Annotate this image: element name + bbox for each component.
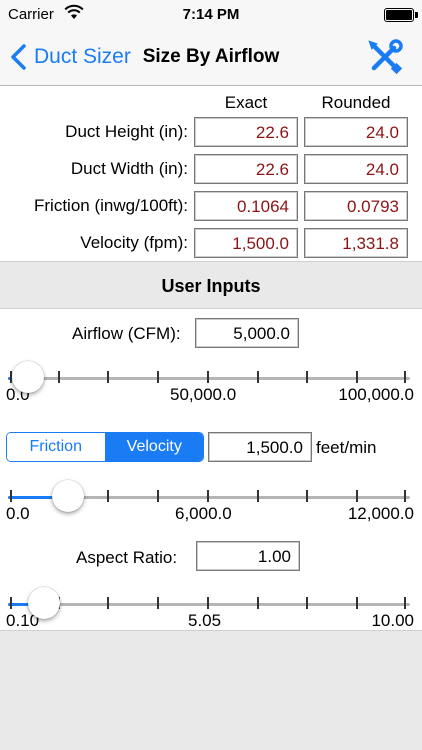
segment-friction[interactable]: Friction bbox=[7, 433, 106, 461]
slider-fill bbox=[8, 603, 45, 606]
carrier-label: Carrier bbox=[8, 6, 54, 23]
results-panel: Exact Rounded Duct Height (in): 22.6 24.… bbox=[0, 87, 422, 261]
slider-max-label: 100,000.0 bbox=[338, 385, 414, 404]
duct-width-exact: 22.6 bbox=[194, 154, 298, 184]
segment-velocity[interactable]: Velocity bbox=[105, 433, 203, 461]
aspect-ratio-slider[interactable]: 0.10 5.05 10.00 bbox=[0, 581, 422, 631]
duct-height-label: Duct Height (in): bbox=[65, 122, 188, 141]
friction-exact: 0.1064 bbox=[194, 191, 298, 221]
airflow-slider[interactable]: 0.0 50,000.0 100,000.0 bbox=[0, 355, 422, 405]
mode-segmented-control[interactable]: Friction Velocity bbox=[6, 432, 204, 462]
friction-rounded: 0.0793 bbox=[304, 191, 408, 221]
navigation-bar: Duct Sizer Size By Airflow bbox=[0, 30, 422, 86]
slider-max-label: 12,000.0 bbox=[347, 504, 414, 523]
status-bar: Carrier 7:14 PM bbox=[0, 0, 422, 30]
user-inputs-header: User Inputs bbox=[0, 261, 422, 309]
slider-min-label: 0.10 bbox=[6, 611, 40, 630]
column-header-rounded: Rounded bbox=[321, 93, 391, 112]
chevron-left-icon bbox=[11, 44, 26, 70]
section-title: User Inputs bbox=[161, 276, 261, 296]
wifi-icon bbox=[64, 4, 84, 25]
slider-max-label: 10.00 bbox=[371, 611, 414, 630]
airflow-input[interactable]: 5,000.0 bbox=[195, 318, 299, 348]
tools-icon[interactable] bbox=[366, 38, 404, 76]
mode-slider[interactable]: 0.0 6,000.0 12,000.0 bbox=[0, 474, 422, 524]
duct-height-rounded: 24.0 bbox=[304, 117, 408, 147]
slider-min-label: 0.0 bbox=[6, 504, 30, 523]
friction-label: Friction (inwg/100ft): bbox=[34, 196, 188, 215]
slider-thumb[interactable] bbox=[28, 587, 61, 619]
back-label: Duct Sizer bbox=[34, 45, 131, 68]
velocity-rounded: 1,331.8 bbox=[304, 228, 408, 258]
duct-width-label: Duct Width (in): bbox=[70, 159, 188, 178]
slider-mid-label: 5.05 bbox=[188, 611, 222, 630]
airflow-label: Airflow (CFM): bbox=[72, 324, 181, 343]
bottom-background bbox=[0, 630, 422, 750]
slider-mid-label: 6,000.0 bbox=[175, 504, 232, 523]
duct-height-exact: 22.6 bbox=[194, 117, 298, 147]
velocity-exact: 1,500.0 bbox=[194, 228, 298, 258]
slider-thumb[interactable] bbox=[52, 480, 85, 512]
aspect-ratio-input[interactable]: 1.00 bbox=[196, 541, 300, 571]
slider-fill bbox=[8, 496, 69, 499]
slider-mid-label: 50,000.0 bbox=[170, 385, 237, 404]
page-title: Size By Airflow bbox=[142, 46, 280, 67]
back-button[interactable]: Duct Sizer bbox=[8, 40, 131, 74]
duct-width-rounded: 24.0 bbox=[304, 154, 408, 184]
battery-icon bbox=[384, 8, 418, 22]
column-header-exact: Exact bbox=[224, 93, 268, 112]
mode-unit-label: feet/min bbox=[316, 438, 377, 457]
user-inputs-panel: Airflow (CFM): 5,000.0 0.0 50,000.0 100,… bbox=[0, 309, 422, 630]
mode-value-input[interactable]: 1,500.0 bbox=[208, 432, 312, 462]
velocity-label: Velocity (fpm): bbox=[80, 233, 188, 252]
slider-thumb[interactable] bbox=[12, 361, 45, 393]
aspect-ratio-label: Aspect Ratio: bbox=[76, 548, 178, 567]
clock: 7:14 PM bbox=[182, 6, 240, 23]
